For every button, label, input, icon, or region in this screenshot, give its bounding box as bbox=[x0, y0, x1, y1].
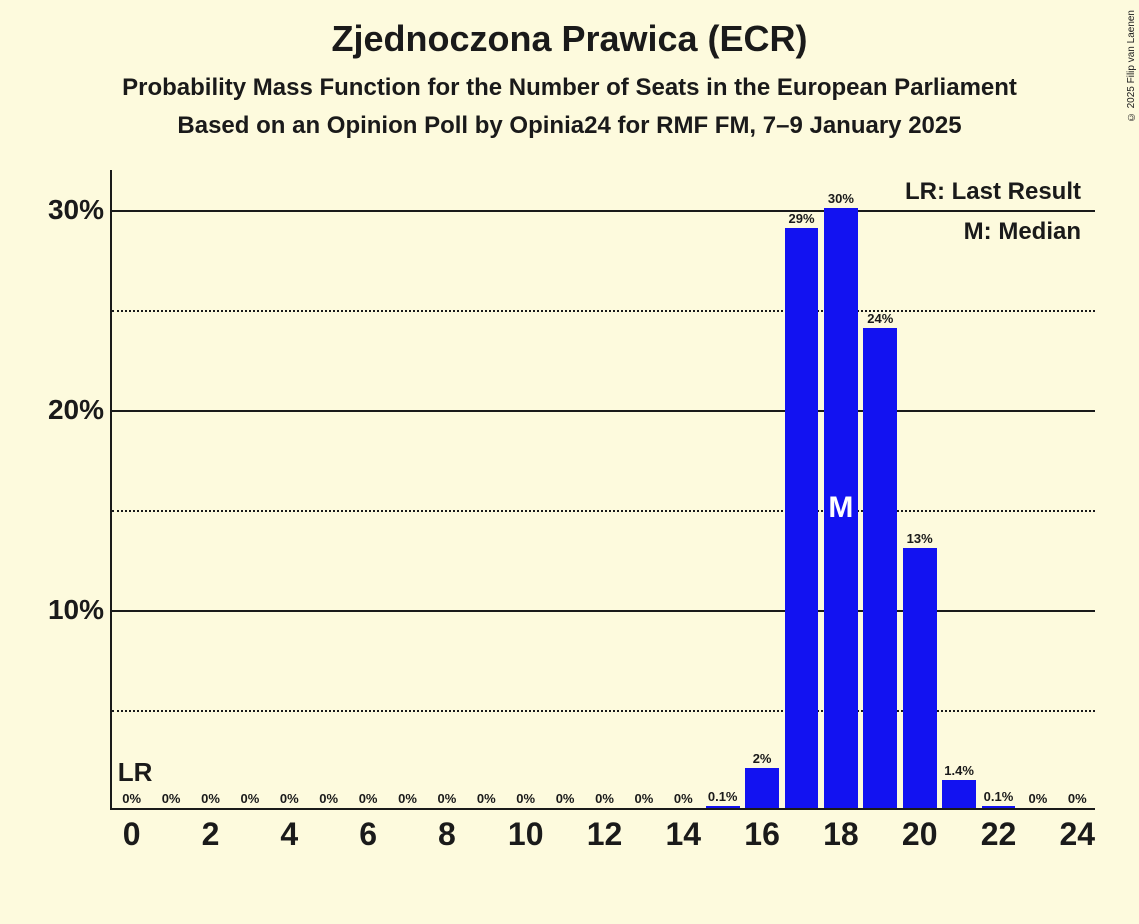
y-tick-label: 20% bbox=[28, 394, 104, 426]
chart-subtitle-1: Probability Mass Function for the Number… bbox=[0, 74, 1139, 102]
bar-value-label: 0.1% bbox=[693, 789, 753, 804]
y-tick-label: 30% bbox=[28, 194, 104, 226]
x-tick-label: 22 bbox=[981, 816, 1017, 853]
bar: M bbox=[824, 208, 858, 808]
x-tick-label: 16 bbox=[744, 816, 780, 853]
bar-value-label: 0% bbox=[1047, 791, 1107, 806]
bar-value-label: 30% bbox=[811, 191, 871, 206]
x-tick-label: 0 bbox=[123, 816, 141, 853]
median-marker: M bbox=[828, 491, 853, 525]
lr-marker: LR bbox=[118, 757, 153, 788]
chart-subtitle-2: Based on an Opinion Poll by Opinia24 for… bbox=[0, 112, 1139, 140]
x-tick-label: 2 bbox=[202, 816, 220, 853]
bar-value-label: 2% bbox=[732, 751, 792, 766]
bar bbox=[785, 228, 819, 808]
bar bbox=[706, 806, 740, 808]
x-tick-label: 10 bbox=[508, 816, 544, 853]
bar bbox=[863, 328, 897, 808]
x-tick-label: 20 bbox=[902, 816, 938, 853]
chart-title: Zjednoczona Prawica (ECR) bbox=[0, 18, 1139, 60]
x-tick-label: 18 bbox=[823, 816, 859, 853]
copyright-text: © 2025 Filip van Laenen bbox=[1126, 10, 1137, 122]
bar-value-label: 1.4% bbox=[929, 763, 989, 778]
bar-value-label: 29% bbox=[772, 211, 832, 226]
y-tick-label: 10% bbox=[28, 594, 104, 626]
x-tick-label: 4 bbox=[280, 816, 298, 853]
bar bbox=[745, 768, 779, 808]
title-block: Zjednoczona Prawica (ECR) Probability Ma… bbox=[0, 0, 1139, 140]
x-tick-label: 6 bbox=[359, 816, 377, 853]
bar-value-label: 13% bbox=[890, 531, 950, 546]
chart-plot-area: LR: Last Result M: Median 0%0%0%0%0%0%0%… bbox=[110, 170, 1095, 810]
x-tick-label: 14 bbox=[666, 816, 702, 853]
x-tick-label: 24 bbox=[1060, 816, 1096, 853]
bar-value-label: 24% bbox=[850, 311, 910, 326]
bar bbox=[982, 806, 1016, 808]
x-tick-label: 12 bbox=[587, 816, 623, 853]
bars-container: 0%0%0%0%0%0%0%0%0%0%0%0%0%0%0%0.1%2%29%M… bbox=[112, 170, 1095, 808]
x-tick-label: 8 bbox=[438, 816, 456, 853]
